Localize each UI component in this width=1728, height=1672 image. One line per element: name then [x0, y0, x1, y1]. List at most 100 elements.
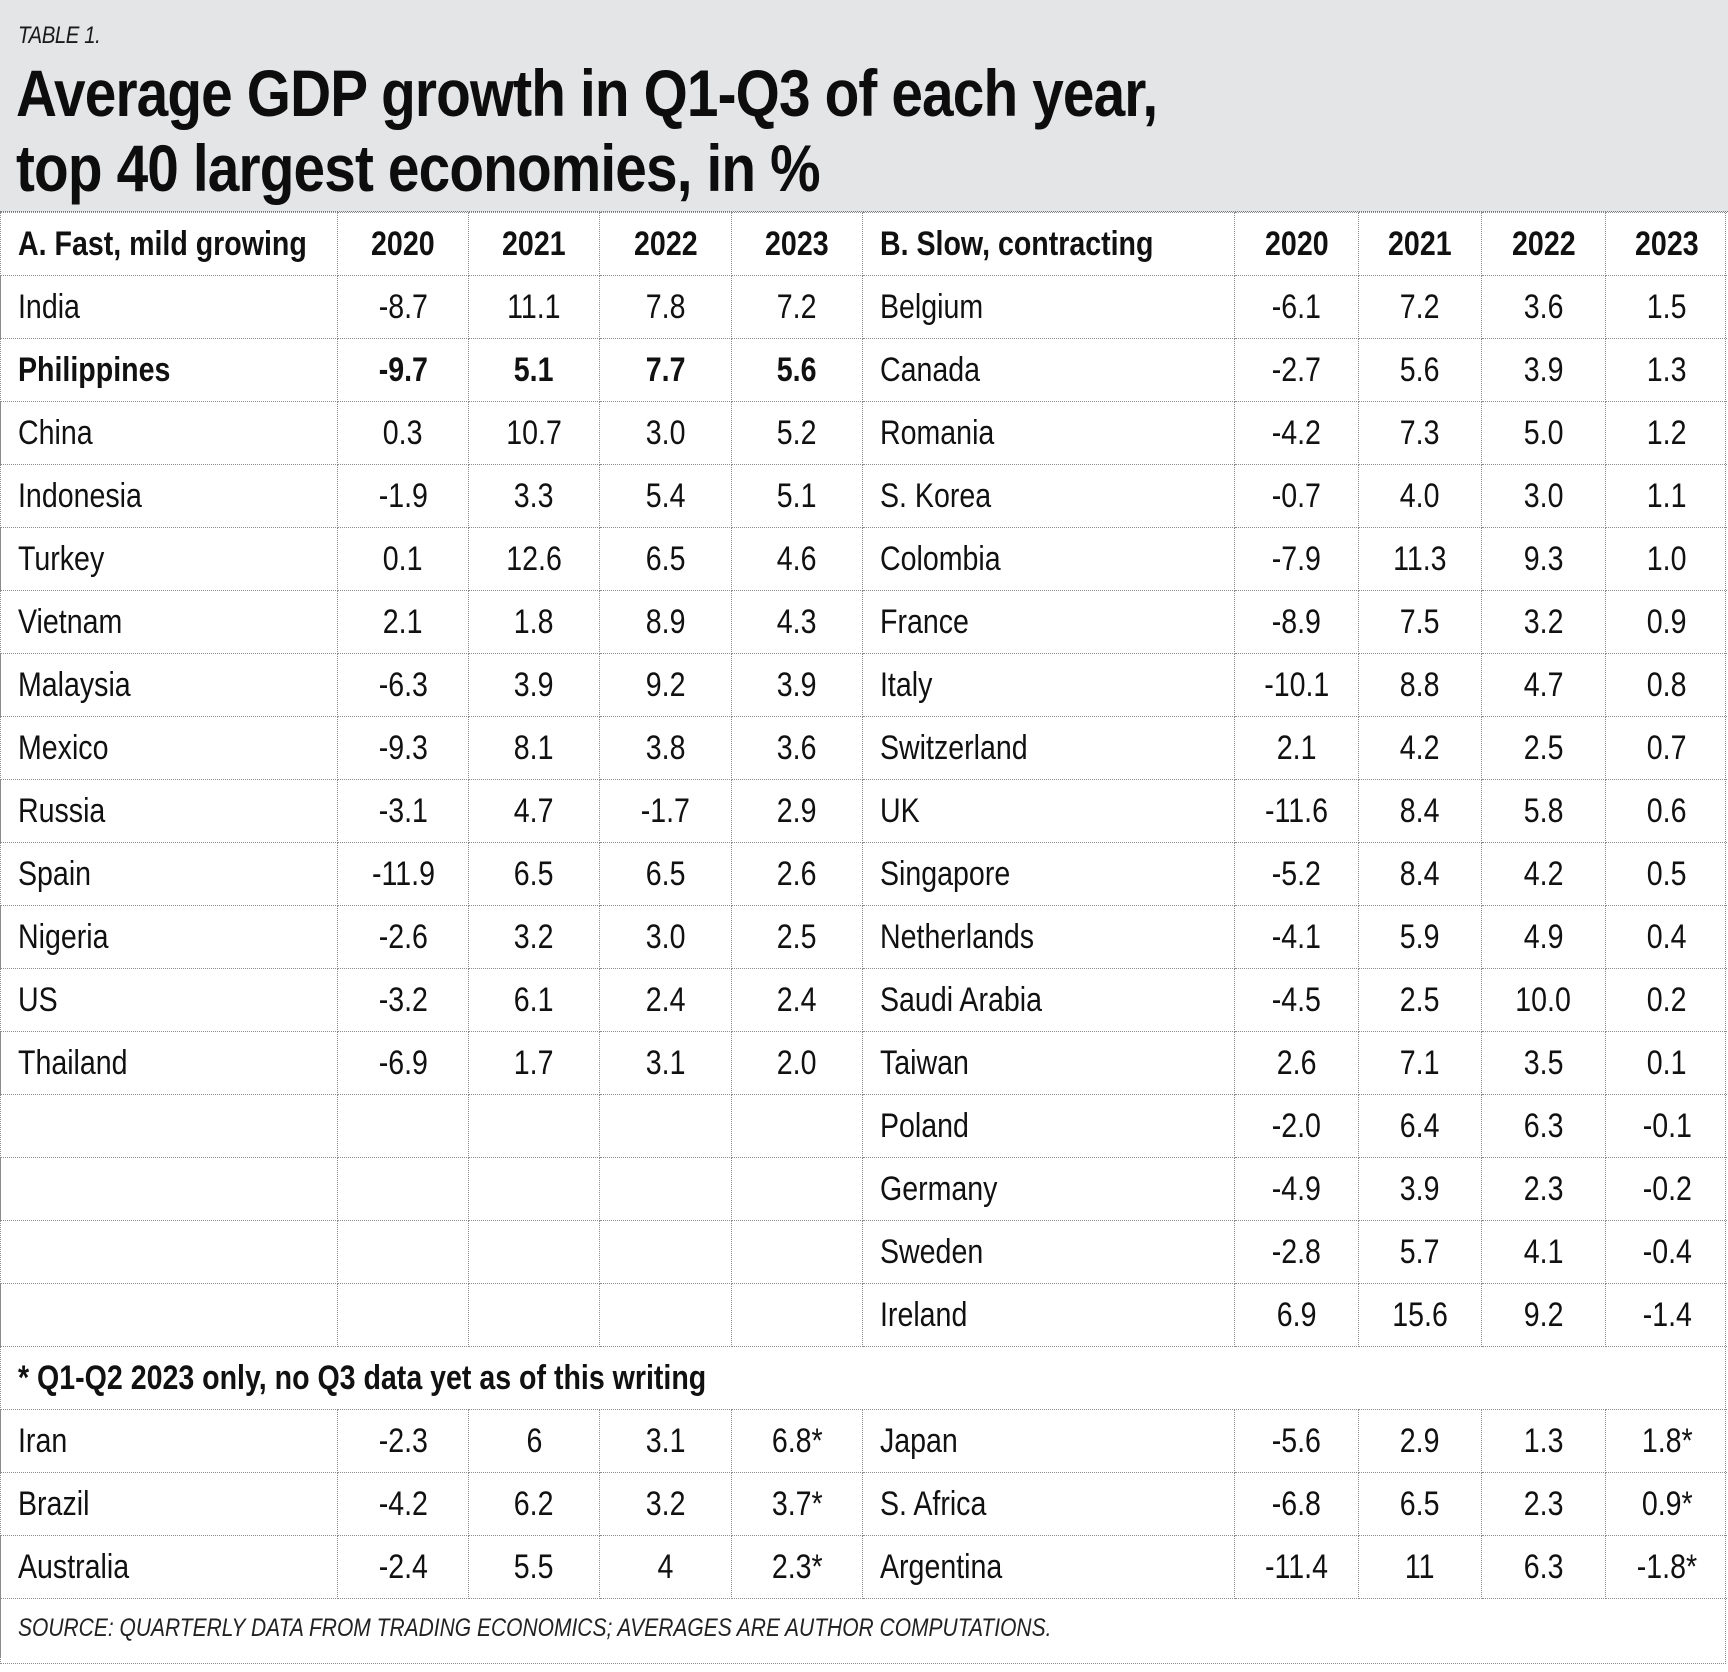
section-a-value: 7.2 — [731, 275, 863, 339]
partial-b-value-text: 6.3 — [1523, 1547, 1564, 1586]
section-a-value: 10.7 — [468, 401, 600, 465]
section-b-value: 4.2 — [1481, 842, 1606, 906]
section-b-value: -0.7 — [1234, 464, 1359, 528]
section-a-value-text: 8.9 — [645, 602, 686, 641]
section-b-value: -0.4 — [1605, 1220, 1728, 1284]
section-b-value: 1.1 — [1605, 464, 1728, 528]
section-a-value: -1.7 — [599, 779, 732, 843]
section-b-value: 0.1 — [1605, 1031, 1728, 1095]
table-row: Poland -2.0 6.4 6.3 -0.1 — [0, 1094, 1728, 1158]
section-a-empty-cell — [0, 1283, 338, 1347]
partial-b-value-text: 2.3 — [1523, 1484, 1564, 1523]
partial-b-value: 6.3 — [1481, 1535, 1606, 1599]
table-row: Turkey 0.1 12.6 6.5 4.6 Colombia -7.9 11.3 9.3 1.… — [0, 527, 1728, 591]
section-b-value-text: 0.1 — [1647, 1043, 1687, 1082]
section-b-value: -4.2 — [1234, 401, 1359, 465]
section-b-value-text: -6.1 — [1271, 287, 1322, 326]
section-b-value: -0.2 — [1605, 1157, 1728, 1221]
section-b-value: -1.4 — [1605, 1283, 1728, 1347]
section-b-value: 3.2 — [1481, 590, 1606, 654]
section-a-empty-cell — [0, 1157, 338, 1221]
partial-a-value-text: 3.1 — [645, 1421, 686, 1460]
section-a-value: 3.2 — [468, 905, 600, 969]
section-a-country: China — [0, 401, 338, 465]
section-b-value: 4.7 — [1481, 653, 1606, 717]
section-a-value-text: 3.2 — [514, 917, 554, 956]
partial-a-country: Australia — [0, 1535, 338, 1599]
section-b-value-text: 9.2 — [1523, 1295, 1564, 1334]
section-a-empty-cell — [731, 1283, 863, 1347]
section-a-value: 2.6 — [731, 842, 863, 906]
section-a-value-text: -3.1 — [378, 791, 428, 830]
section-b-country: Ireland — [862, 1283, 1235, 1347]
section-b-country: Switzerland — [862, 716, 1235, 780]
section-b-value: 8.4 — [1358, 779, 1482, 843]
section-b-value: 0.9 — [1605, 590, 1728, 654]
section-a-value-text: 0.1 — [383, 539, 423, 578]
section-b-country-text: Belgium — [880, 287, 984, 326]
table-row: India -8.7 11.1 7.8 7.2 Belgium -6.1 7.2 3.6 1.5 — [0, 275, 1728, 339]
section-b-value: 4.1 — [1481, 1220, 1606, 1284]
section-a-value: -2.6 — [337, 905, 469, 969]
section-a-value: 3.6 — [731, 716, 863, 780]
section-a-value: 9.2 — [599, 653, 732, 717]
section-b-country-text: UK — [880, 791, 920, 830]
section-b-value-text: 0.5 — [1647, 854, 1687, 893]
partial-a-value: -2.3 — [337, 1409, 469, 1473]
section-b-value: -10.1 — [1234, 653, 1359, 717]
section-b-value: 15.6 — [1358, 1283, 1482, 1347]
section-a-value-text: 4.6 — [777, 539, 817, 578]
section-a-country-text: India — [18, 287, 80, 326]
section-a-value: 11.1 — [468, 275, 600, 339]
section-b-value-text: 7.2 — [1400, 287, 1440, 326]
partial-a-value: 6.8* — [731, 1409, 863, 1473]
section-b-country: Saudi Arabia — [862, 968, 1235, 1032]
section-b-value-text: -4.5 — [1271, 980, 1322, 1019]
section-b-value-text: 6.3 — [1523, 1106, 1564, 1145]
section-b-value: 1.5 — [1605, 275, 1728, 339]
section-b-value-text: 8.4 — [1400, 854, 1440, 893]
section-a-year-header: 2022 — [599, 212, 732, 276]
section-a-value-text: -3.2 — [378, 980, 428, 1019]
section-b-value-text: 10.0 — [1515, 980, 1572, 1019]
section-b-value: 6.4 — [1358, 1094, 1482, 1158]
section-b-value-text: 6.9 — [1276, 1295, 1317, 1334]
table-row: Sweden -2.8 5.7 4.1 -0.4 — [0, 1220, 1728, 1284]
partial-a-country-text: Brazil — [18, 1484, 90, 1523]
partial-a-value-text: -2.4 — [378, 1547, 428, 1586]
section-a-empty-cell — [468, 1094, 600, 1158]
section-a-value: 3.3 — [468, 464, 600, 528]
partial-b-value-text: 6.5 — [1400, 1484, 1440, 1523]
partial-b-value: -1.8* — [1605, 1535, 1728, 1599]
section-a-value: 3.1 — [599, 1031, 732, 1095]
column-header-row: A. Fast, mild growing 2020 2021 2022 2023 B. … — [0, 212, 1728, 276]
section-a-country-text: Indonesia — [18, 476, 142, 515]
section-b-country-text: Colombia — [880, 539, 1001, 578]
section-a-value-text: 5.1 — [777, 476, 817, 515]
section-b-value-text: 0.9 — [1647, 602, 1687, 641]
table-row-partial: Brazil -4.2 6.2 3.2 3.7* S. Africa -6.8 6.5 2.3 0… — [0, 1472, 1728, 1536]
partial-a-value-text: 3.7* — [771, 1484, 823, 1523]
section-a-value: -6.9 — [337, 1031, 469, 1095]
partial-a-value: 6.2 — [468, 1472, 600, 1536]
section-a-value: 0.3 — [337, 401, 469, 465]
section-b-value-text: 11.3 — [1393, 539, 1447, 578]
partial-b-country: Argentina — [862, 1535, 1235, 1599]
partial-a-value: 4 — [599, 1535, 732, 1599]
table-row: Thailand -6.9 1.7 3.1 2.0 Taiwan 2.6 7.1 3.5 0.1 — [0, 1031, 1728, 1095]
section-b-value: 3.0 — [1481, 464, 1606, 528]
section-a-label: A. Fast, mild growing — [0, 212, 338, 276]
section-b-value-text: 2.3 — [1523, 1169, 1564, 1208]
section-b-value-text: 9.3 — [1523, 539, 1564, 578]
section-a-value: -9.3 — [337, 716, 469, 780]
section-a-empty-cell — [731, 1157, 863, 1221]
section-a-value: 6.5 — [599, 842, 732, 906]
section-b-value-text: 15.6 — [1392, 1295, 1448, 1334]
partial-a-value-text: 5.5 — [514, 1547, 554, 1586]
section-a-value: 4.6 — [731, 527, 863, 591]
table-row-partial: Iran -2.3 6 3.1 6.8* Japan -5.6 2.9 1.3 1.8* — [0, 1409, 1728, 1473]
section-b-year-header-text: 2022 — [1511, 224, 1576, 263]
section-a-value: 7.8 — [599, 275, 732, 339]
section-a-label-text: A. Fast, mild growing — [18, 224, 307, 263]
section-b-value-text: 1.0 — [1647, 539, 1687, 578]
